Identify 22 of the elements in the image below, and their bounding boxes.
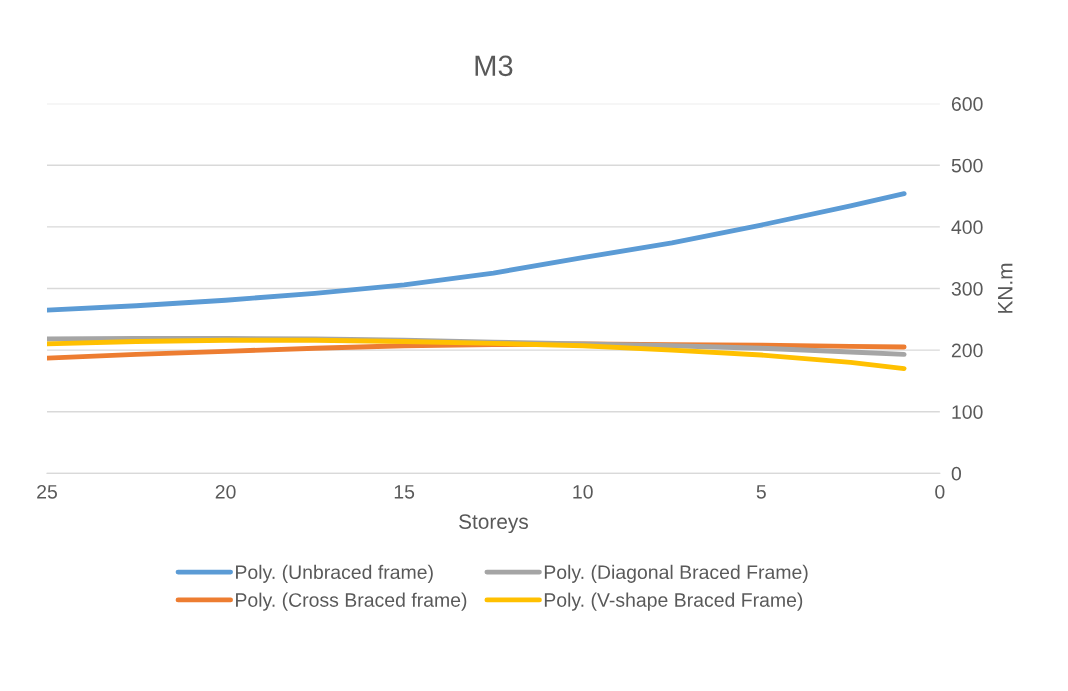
x-tick-label: 15 [394, 485, 415, 499]
y-tick-label: 0 [951, 466, 961, 481]
y-tick-label: 600 [951, 97, 983, 111]
x-tick-label: 5 [756, 485, 766, 499]
y-tick-label: 100 [952, 405, 983, 419]
legend-label: Poly. (V-shape Braced Frame) [544, 592, 803, 611]
chart-title: M3 [475, 55, 513, 77]
x-tick-label: 25 [37, 484, 57, 499]
x-tick-label: 20 [215, 484, 236, 499]
x-tick-label: 10 [573, 484, 593, 499]
legend-label: Poly. (Unbraced frame) [236, 564, 433, 583]
legend-label: Poly. (Cross Braced frame) [236, 592, 467, 611]
line-series [46, 191, 907, 313]
line-series [46, 337, 907, 372]
legend-label: Poly. (Diagonal Braced Frame) [544, 564, 808, 583]
y-tick-label: 200 [951, 343, 983, 358]
x-axis-title: Storeys [459, 514, 528, 534]
y-tick-label: 500 [951, 158, 983, 173]
y-tick-label: 300 [951, 281, 983, 296]
y-axis-title: KN.m [998, 263, 1013, 313]
y-tick-label: 400 [951, 220, 983, 235]
x-tick-label: 0 [935, 484, 945, 499]
